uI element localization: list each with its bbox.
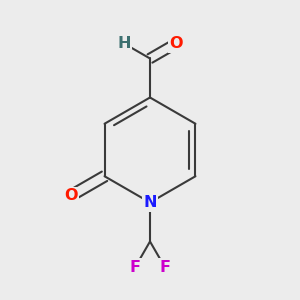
Text: O: O xyxy=(64,188,77,203)
Text: H: H xyxy=(117,36,131,51)
Text: F: F xyxy=(160,260,170,275)
Text: N: N xyxy=(143,195,157,210)
Text: O: O xyxy=(169,36,183,51)
Text: F: F xyxy=(130,260,140,275)
